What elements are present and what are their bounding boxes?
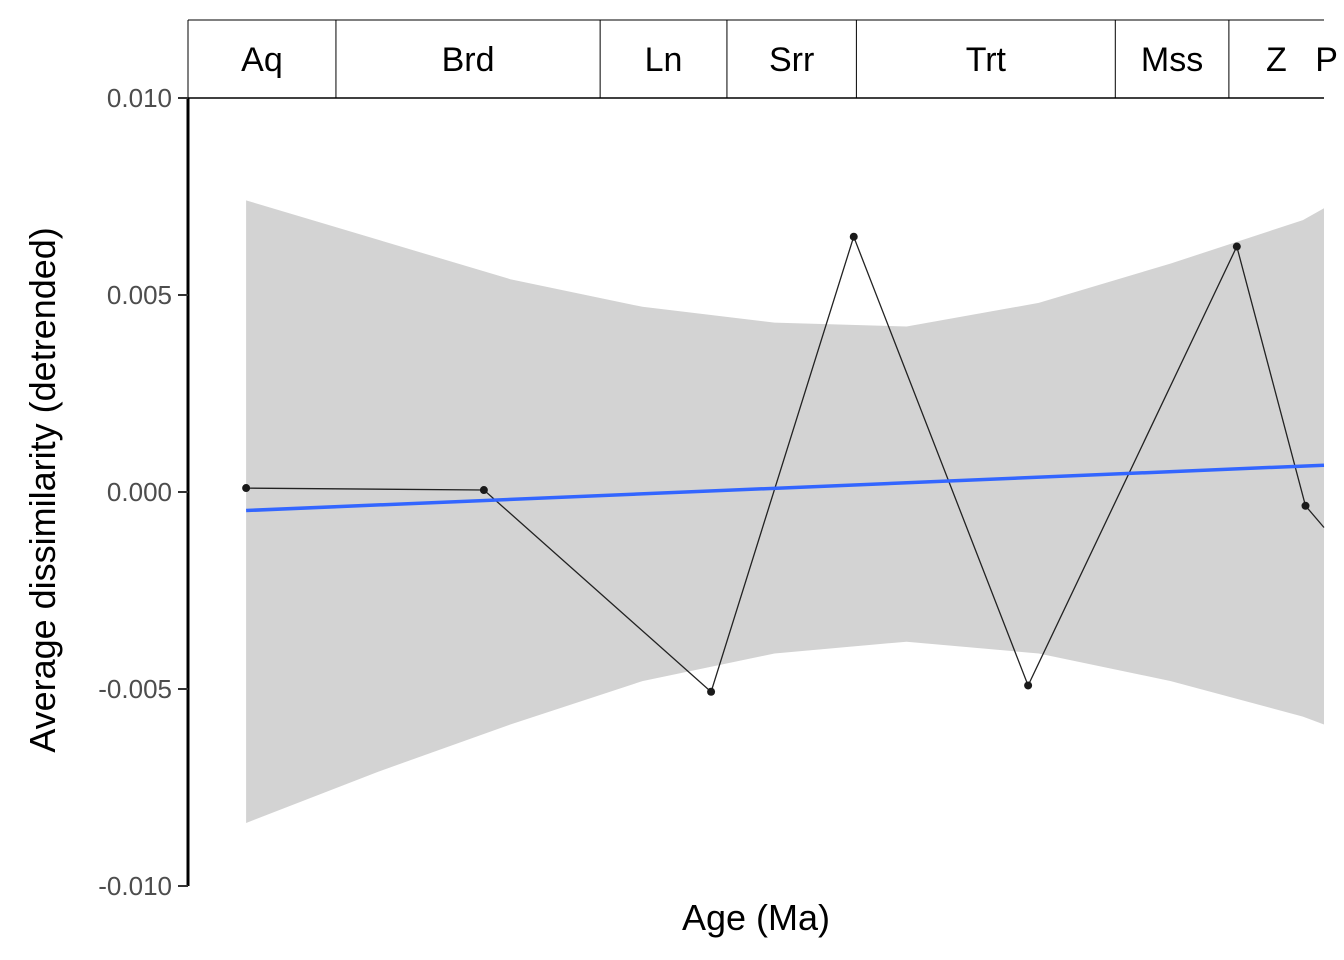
stage-label: Mss: [1141, 41, 1203, 79]
data-point: [1232, 242, 1241, 251]
data-point: [707, 687, 716, 696]
confidence-band: [246, 200, 1325, 823]
data-point: [1024, 681, 1033, 690]
stage-label: Ln: [645, 41, 683, 79]
data-point: [1301, 501, 1310, 510]
y-tick-label: 0.010: [107, 83, 172, 113]
series-line: [246, 234, 1325, 693]
y-axis-title: Average dissimilarity (detrended): [22, 227, 63, 753]
plot-area: [242, 200, 1325, 823]
y-tick-label: 0.005: [107, 280, 172, 310]
stage-label: Brd: [442, 41, 495, 79]
data-point: [479, 486, 488, 495]
stage-bar: Aq Brd Ln Srr Trt Mss Z P: [187, 19, 1338, 99]
y-tick-label: 0.000: [107, 477, 172, 507]
stage-label: Aq: [241, 41, 283, 79]
stage-label: Trt: [966, 41, 1007, 79]
x-axis-title: Age (Ma): [682, 897, 830, 938]
trend-line: [246, 463, 1325, 513]
stage-label: P: [1315, 41, 1338, 79]
y-tick-label: -0.010: [98, 871, 172, 901]
y-tick-label: -0.005: [98, 674, 172, 704]
data-point: [849, 232, 858, 241]
data-point: [242, 484, 251, 493]
stage-label: Z: [1266, 41, 1287, 79]
y-axis: -0.010 -0.005 0.000 0.005 0.010: [98, 83, 190, 901]
stage-label: Srr: [769, 41, 814, 79]
